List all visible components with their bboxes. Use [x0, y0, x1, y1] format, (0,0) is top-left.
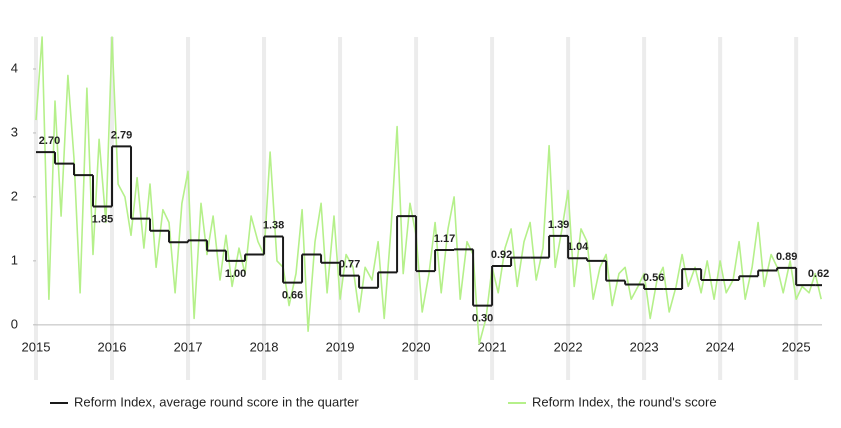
x-tick-label: 2015 — [22, 339, 51, 354]
x-tick-label: 2025 — [782, 339, 811, 354]
x-tick-label: 2018 — [250, 339, 279, 354]
data-label: 0.92 — [491, 249, 512, 261]
data-label: 0.62 — [808, 268, 829, 280]
data-label: 0.77 — [339, 258, 360, 270]
x-tick-label: 2023 — [630, 339, 659, 354]
data-label: 1.04 — [567, 241, 589, 253]
y-tick-label: 0 — [11, 316, 18, 331]
x-tick-label: 2021 — [478, 339, 507, 354]
data-label: 2.79 — [111, 129, 132, 141]
legend-label: Reform Index, average round score in the… — [74, 394, 359, 409]
data-label: 0.89 — [776, 251, 797, 263]
data-label: 0.30 — [472, 313, 493, 325]
x-tick-label: 2024 — [706, 339, 735, 354]
x-tick-label: 2019 — [326, 339, 355, 354]
y-tick-label: 4 — [11, 60, 18, 75]
data-label: 2.70 — [39, 135, 60, 147]
series-line — [35, 36, 822, 345]
legend-label: Reform Index, the round's score — [532, 394, 717, 409]
data-label: 1.00 — [225, 268, 246, 280]
y-tick-label: 1 — [11, 252, 18, 267]
y-tick-label: 3 — [11, 124, 18, 139]
data-label: 1.17 — [434, 233, 455, 245]
data-label: 1.38 — [263, 219, 284, 231]
data-label: 1.39 — [548, 219, 569, 231]
x-tick-label: 2016 — [98, 339, 127, 354]
x-tick-label: 2020 — [402, 339, 431, 354]
data-label: 1.85 — [92, 213, 113, 225]
data-label: 0.56 — [643, 272, 664, 284]
x-tick-label: 2022 — [554, 339, 583, 354]
y-tick-label: 2 — [11, 188, 18, 203]
data-label: 0.66 — [282, 290, 303, 302]
x-tick-label: 2017 — [174, 339, 203, 354]
